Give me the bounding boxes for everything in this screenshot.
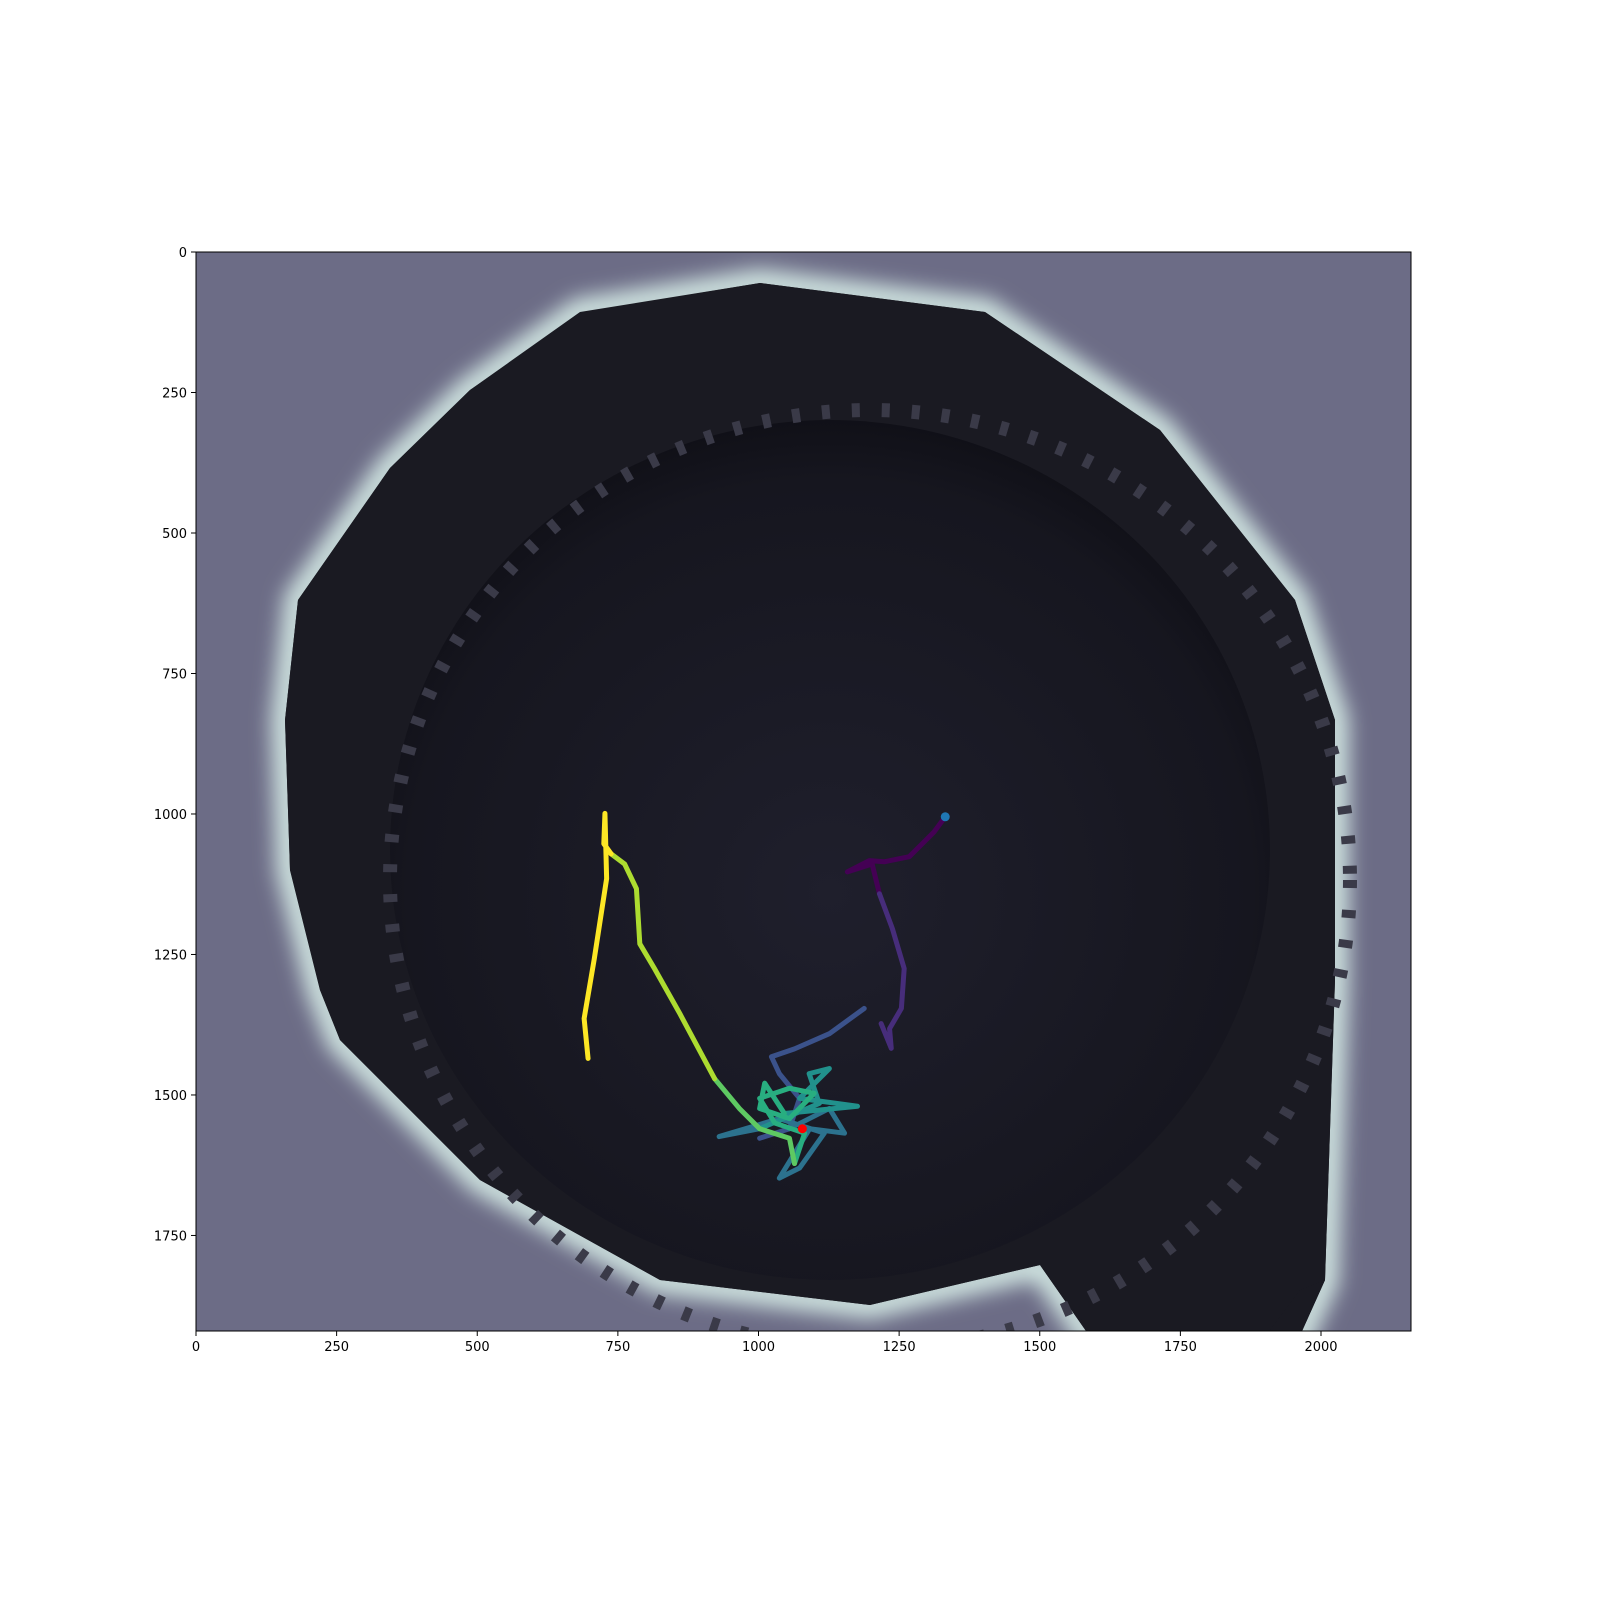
- x-tick-label: 0: [192, 1340, 200, 1355]
- y-tick-label: 500: [162, 527, 187, 542]
- y-tick-label: 1000: [154, 808, 187, 823]
- trajectory-segment: [757, 1080, 817, 1167]
- x-tick-label: 2000: [1304, 1340, 1337, 1355]
- y-tick-label: 250: [162, 386, 187, 401]
- x-tick-label: 500: [465, 1340, 490, 1355]
- trajectory-segment: [608, 851, 718, 1082]
- x-tick-label: 1250: [883, 1340, 916, 1355]
- x-tick-label: 1500: [1023, 1340, 1056, 1355]
- y-tick-label: 1750: [154, 1229, 187, 1244]
- y-tick-label: 1500: [154, 1089, 187, 1104]
- start-point: [940, 812, 950, 822]
- y-tick-label: 1250: [154, 948, 187, 963]
- trajectory-segment: [876, 891, 907, 1051]
- x-tick-label: 1750: [1164, 1340, 1197, 1355]
- x-tick-label: 1000: [742, 1340, 775, 1355]
- y-tick-label: 0: [179, 246, 187, 261]
- trajectory-segment: [581, 810, 614, 1061]
- trajectory-segment: [757, 1066, 860, 1132]
- y-tick-label: 750: [162, 667, 187, 682]
- background-image: [196, 252, 1411, 1331]
- end-point: [797, 1124, 807, 1134]
- trajectory-segment: [844, 814, 948, 897]
- x-tick-label: 250: [324, 1340, 349, 1355]
- x-tick-label: 750: [605, 1340, 630, 1355]
- plot-frame: [195, 251, 1412, 1332]
- trajectory-segment: [712, 1076, 797, 1167]
- trajectory-segment: [716, 1105, 848, 1181]
